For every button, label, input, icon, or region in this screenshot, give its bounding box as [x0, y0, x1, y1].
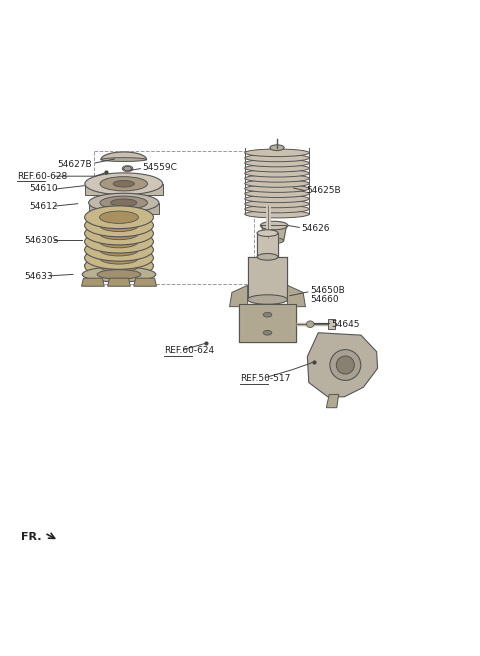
- Ellipse shape: [245, 169, 309, 177]
- Ellipse shape: [245, 185, 309, 192]
- Text: 54630S: 54630S: [24, 236, 59, 245]
- Ellipse shape: [245, 190, 309, 197]
- Ellipse shape: [99, 252, 138, 264]
- Ellipse shape: [99, 219, 138, 232]
- Text: 54660: 54660: [310, 295, 339, 304]
- Text: 54633: 54633: [24, 272, 53, 281]
- Ellipse shape: [85, 173, 163, 195]
- Polygon shape: [101, 152, 146, 159]
- Polygon shape: [85, 184, 163, 195]
- Polygon shape: [248, 257, 288, 300]
- Ellipse shape: [84, 230, 154, 253]
- Ellipse shape: [264, 238, 284, 243]
- Ellipse shape: [245, 211, 309, 218]
- Polygon shape: [307, 333, 378, 397]
- Text: FR.: FR.: [21, 532, 41, 542]
- Ellipse shape: [330, 350, 361, 380]
- Polygon shape: [326, 394, 339, 408]
- Text: 54559C: 54559C: [143, 163, 178, 172]
- Ellipse shape: [82, 267, 156, 282]
- Polygon shape: [239, 304, 296, 342]
- Polygon shape: [257, 233, 278, 257]
- Ellipse shape: [111, 199, 137, 207]
- Text: 54626: 54626: [301, 224, 330, 233]
- Ellipse shape: [99, 228, 138, 239]
- Ellipse shape: [245, 205, 309, 213]
- Ellipse shape: [100, 176, 147, 191]
- Polygon shape: [262, 226, 287, 241]
- Ellipse shape: [84, 206, 154, 229]
- Polygon shape: [82, 278, 104, 286]
- Ellipse shape: [245, 165, 309, 172]
- Ellipse shape: [257, 253, 278, 260]
- Ellipse shape: [263, 312, 272, 317]
- Ellipse shape: [84, 247, 154, 270]
- Polygon shape: [108, 278, 131, 286]
- Polygon shape: [328, 319, 335, 329]
- Ellipse shape: [248, 295, 288, 304]
- Text: REF.60-628: REF.60-628: [17, 172, 67, 180]
- Ellipse shape: [261, 221, 288, 230]
- Text: REF.50-517: REF.50-517: [240, 375, 290, 383]
- Ellipse shape: [84, 238, 154, 261]
- Text: 54627B: 54627B: [57, 160, 92, 169]
- Ellipse shape: [84, 222, 154, 245]
- Text: REF.60-624: REF.60-624: [164, 346, 214, 356]
- Ellipse shape: [122, 166, 133, 171]
- Polygon shape: [134, 278, 156, 286]
- Polygon shape: [229, 285, 248, 306]
- Ellipse shape: [257, 230, 278, 236]
- Polygon shape: [288, 285, 305, 306]
- Ellipse shape: [245, 200, 309, 208]
- Ellipse shape: [99, 243, 138, 256]
- Text: 54650B: 54650B: [310, 287, 345, 295]
- Ellipse shape: [84, 255, 154, 277]
- Polygon shape: [123, 167, 132, 171]
- Polygon shape: [89, 203, 159, 214]
- Ellipse shape: [245, 149, 309, 157]
- Ellipse shape: [99, 260, 138, 272]
- Ellipse shape: [97, 270, 141, 279]
- Ellipse shape: [245, 159, 309, 167]
- Ellipse shape: [113, 180, 134, 187]
- Ellipse shape: [245, 195, 309, 203]
- Ellipse shape: [245, 174, 309, 182]
- Ellipse shape: [306, 321, 314, 327]
- Ellipse shape: [89, 194, 159, 213]
- Ellipse shape: [100, 196, 147, 209]
- Ellipse shape: [245, 180, 309, 187]
- Ellipse shape: [84, 260, 154, 270]
- Ellipse shape: [99, 236, 138, 248]
- Text: 54610: 54610: [29, 184, 58, 194]
- Ellipse shape: [263, 331, 272, 335]
- Text: 54625B: 54625B: [306, 186, 341, 195]
- Ellipse shape: [270, 145, 284, 151]
- Text: 54612: 54612: [29, 201, 58, 211]
- Ellipse shape: [336, 356, 354, 374]
- Ellipse shape: [84, 214, 154, 237]
- Text: 54645: 54645: [332, 319, 360, 329]
- Ellipse shape: [245, 154, 309, 162]
- Ellipse shape: [101, 157, 146, 161]
- Ellipse shape: [99, 211, 138, 224]
